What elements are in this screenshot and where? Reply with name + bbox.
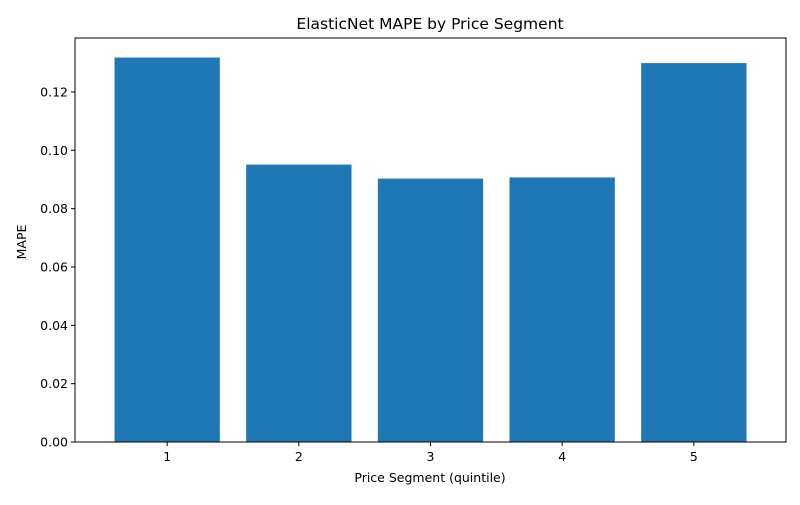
x-tick-label-5: 5 [690, 449, 698, 464]
y-tick-label-0.08: 0.08 [40, 201, 68, 216]
y-tick-label-0.06: 0.06 [40, 259, 68, 274]
bar-5 [641, 63, 747, 443]
bar-4 [509, 177, 615, 442]
bar-2 [246, 164, 352, 442]
x-tick-label-1: 1 [163, 449, 171, 464]
y-tick-label-0.04: 0.04 [40, 318, 68, 333]
y-tick-label-0.12: 0.12 [40, 84, 68, 99]
plot-area: 1 2 3 4 5 0.00 0.02 0.04 0.06 0.08 0.10 0.12 [40, 37, 787, 464]
x-tick-label-4: 4 [558, 449, 566, 464]
y-tick-label-0.10: 0.10 [40, 143, 68, 158]
y-axis-label: MAPE [14, 225, 29, 260]
bar-1 [114, 57, 220, 442]
y-tick-label-0.02: 0.02 [40, 376, 68, 391]
y-tick-label-0.00: 0.00 [40, 435, 68, 450]
x-axis-label: Price Segment (quintile) [354, 470, 505, 485]
plot-frame [74, 37, 787, 443]
x-tick-label-3: 3 [427, 449, 435, 464]
x-tick-label-2: 2 [295, 449, 303, 464]
chart-title: ElasticNet MAPE by Price Segment [296, 15, 563, 33]
bar-3 [377, 178, 484, 442]
